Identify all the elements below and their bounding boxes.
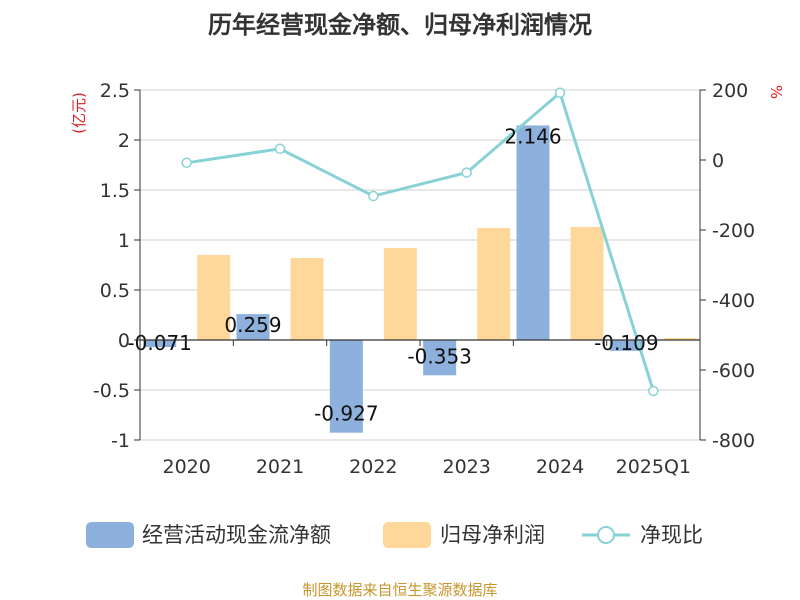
bar-cashflow-2020 [143,340,177,348]
legend-label-ratio: 净现比 [640,523,703,547]
left-tick-label: 1 [118,230,130,252]
right-tick-label: -800 [712,430,755,452]
ratio-point-2022 [368,190,379,202]
left-tick-label: -0.5 [93,380,130,402]
bar-profit-2025Q1 [663,338,697,340]
right-axis-unit: % [767,85,785,99]
category-label: 2020 [162,456,210,478]
legend-label-cashflow: 经营活动现金流净额 [142,523,331,547]
bar-cashflow-2023 [423,340,457,376]
data-source-note: 制图数据来自恒生聚源数据库 [302,581,497,599]
data-label-cashflow-2024: 2.146 [504,124,561,148]
left-tick-label: 0 [118,330,130,352]
bar-cashflow-2022 [329,340,363,433]
data-label-cashflow-2020: -0.071 [127,331,191,355]
right-tick-label: 0 [712,150,724,172]
data-label-cashflow-2023: -0.353 [407,344,471,368]
right-tick-label: -600 [712,360,755,382]
bar-profit-2020 [197,255,231,340]
ratio-point-2020 [181,157,192,169]
left-tick-label: 1.5 [100,180,130,202]
category-label: 2024 [536,456,584,478]
ratio-point-2025Q1 [648,385,659,397]
category-label: 2022 [349,456,397,478]
ratio-point-2021 [274,143,286,155]
ratio-point-2023 [461,167,472,178]
bar-cashflow-2025Q1 [609,340,643,351]
right-tick-label: -400 [712,290,755,312]
legend-marker-ratio [597,526,615,544]
legend-swatch-profit [383,522,431,548]
ratio-line [186,90,655,392]
bar-profit-2021 [290,258,324,340]
category-label: 2025Q1 [616,456,691,478]
left-tick-label: 2 [118,130,130,152]
ratio-point-2024 [554,87,566,99]
right-tick-label: 200 [712,80,748,102]
bar-profit-2023 [477,228,511,340]
legend-swatch-cashflow [86,522,134,548]
left-tick-label: 2.5 [100,80,130,102]
left-axis-unit: (亿元) [70,92,88,134]
category-label: 2023 [442,456,490,478]
category-label: 2021 [256,456,304,478]
left-tick-label: -1 [111,430,130,452]
data-label-cashflow-2022: -0.927 [314,402,378,426]
bar-cashflow-2024 [516,125,550,341]
bar-cashflow-2021 [236,314,270,340]
left-tick-label: 0.5 [100,280,130,302]
data-label-cashflow-2021: 0.259 [224,313,281,337]
bar-profit-2022 [383,248,417,340]
chart-title: 历年经营现金净额、归母净利润情况 [208,11,592,39]
right-tick-label: -200 [712,220,755,242]
bar-profit-2024 [570,227,604,340]
legend-label-profit: 归母净利润 [440,523,545,547]
data-label-cashflow-2025Q1: -0.109 [594,331,658,355]
